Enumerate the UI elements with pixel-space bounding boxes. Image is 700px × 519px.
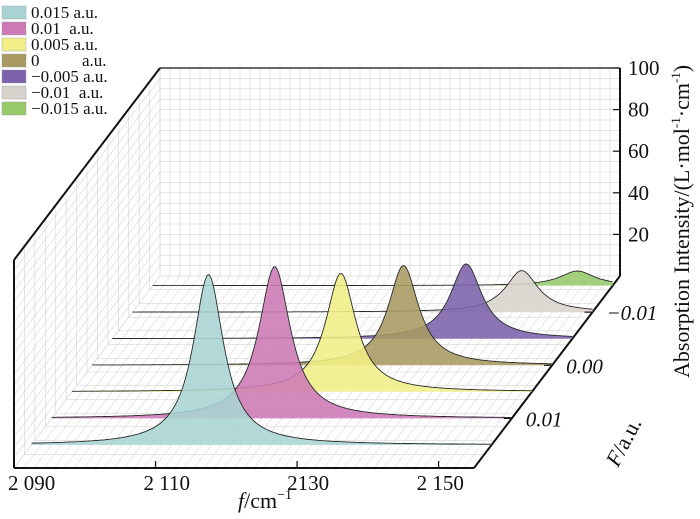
legend-swatch [1,5,27,20]
legend-swatch [1,37,27,52]
legend-label: 0.015 a.u. [31,3,98,22]
legend-swatch [1,101,27,116]
legend-swatch [1,69,27,84]
series-line [31,274,492,445]
series-area [132,270,593,313]
field-tick-label: 0.01 [526,407,563,431]
field-axis-title: F/a.u. [600,413,647,471]
series-area [152,271,613,286]
legend-label: 0.005 a.u. [31,35,98,54]
series-layer [31,263,613,445]
z-tick-label: 80 [628,98,649,122]
x-tick-label: 2130 [287,471,329,495]
z-axis-title: Absorption Intensity/(L·mol-1·cm-1) [668,65,694,378]
x-tick-label: 2 110 [144,471,190,495]
series-line [51,266,512,418]
x-tick-label: 2 090 [8,471,55,495]
z-tick-label: 100 [628,56,660,80]
field-tick-label: 0.00 [566,354,603,378]
back-wall-grid [159,67,621,277]
left-wall-top-edge [13,67,161,261]
legend-swatch [1,21,27,36]
legend-swatch [1,85,27,100]
legend-label: −0.015 a.u. [31,99,108,118]
z-tick-label: 60 [628,139,649,163]
z-tick-label: 40 [628,181,649,205]
series-area [51,266,512,419]
x-axis-ticks: 2 090 2 110 2130 2 150 [8,461,464,495]
legend-label: −0.005 a.u. [31,67,108,86]
field-axis-ticks: 0.01 0.00 −0.01 [503,301,658,431]
series-line [152,270,613,287]
legend-swatch [1,53,27,68]
z-tick-label: 20 [628,222,649,246]
legend-label: 0.01 a.u. [31,19,94,38]
x-axis-title: f/cm−1 [238,488,292,513]
x-tick-label: 2 150 [417,471,464,495]
legend-label: −0.01 a.u. [31,83,103,102]
floor-right-edge [473,275,621,469]
z-axis-ticks: 20 40 60 80 100 [613,56,660,246]
legend: 0.015 a.u.0.01 a.u.0.005 a.u.0 a.u.−0.00… [1,3,108,118]
legend-label: 0 a.u. [31,51,107,70]
field-tick-label: −0.01 [607,301,658,325]
series-area [112,263,573,339]
